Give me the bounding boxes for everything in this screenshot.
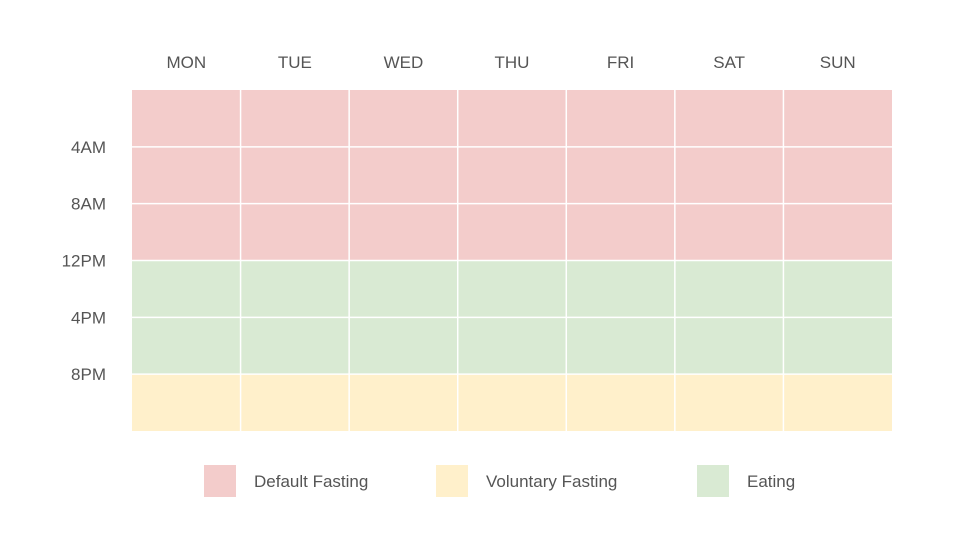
time-labels: 4AM 8AM 12PM 4PM 8PM — [62, 138, 106, 384]
cell-sat-voluntary-fasting — [674, 374, 784, 431]
cell-thu-default-fasting — [457, 90, 567, 261]
cell-mon-voluntary-fasting — [132, 374, 241, 431]
cell-tue-voluntary-fasting — [240, 374, 350, 431]
day-label-fri: FRI — [607, 53, 634, 72]
time-label-4am: 4AM — [71, 138, 106, 157]
cell-mon-default-fasting — [132, 90, 241, 261]
time-label-8am: 8AM — [71, 195, 106, 214]
cell-tue-default-fasting — [240, 90, 350, 261]
day-label-sat: SAT — [713, 53, 745, 72]
cell-fri-voluntary-fasting — [566, 374, 675, 431]
cell-fri-default-fasting — [566, 90, 675, 261]
time-label-12pm: 12PM — [62, 252, 106, 271]
time-label-4pm: 4PM — [71, 308, 106, 327]
legend-swatch-default-fasting — [204, 465, 236, 497]
cell-thu-voluntary-fasting — [457, 374, 567, 431]
day-label-mon: MON — [166, 53, 206, 72]
cell-wed-voluntary-fasting — [349, 374, 458, 431]
day-label-sun: SUN — [820, 53, 856, 72]
cell-sun-voluntary-fasting — [783, 374, 892, 431]
chart-grid — [132, 90, 892, 431]
day-label-wed: WED — [384, 53, 424, 72]
day-label-thu: THU — [495, 53, 530, 72]
legend-label-default-fasting: Default Fasting — [254, 472, 368, 491]
legend-swatch-voluntary-fasting — [436, 465, 468, 497]
day-labels: MON TUE WED THU FRI SAT SUN — [166, 53, 855, 72]
day-label-tue: TUE — [278, 53, 312, 72]
legend-label-eating: Eating — [747, 472, 795, 491]
cell-wed-default-fasting — [349, 90, 458, 261]
legend-swatch-eating — [697, 465, 729, 497]
cell-sun-default-fasting — [783, 90, 892, 261]
cell-sat-default-fasting — [674, 90, 784, 261]
legend: Default Fasting Voluntary Fasting Eating — [204, 465, 795, 497]
time-label-8pm: 8PM — [71, 365, 106, 384]
legend-label-voluntary-fasting: Voluntary Fasting — [486, 472, 617, 491]
